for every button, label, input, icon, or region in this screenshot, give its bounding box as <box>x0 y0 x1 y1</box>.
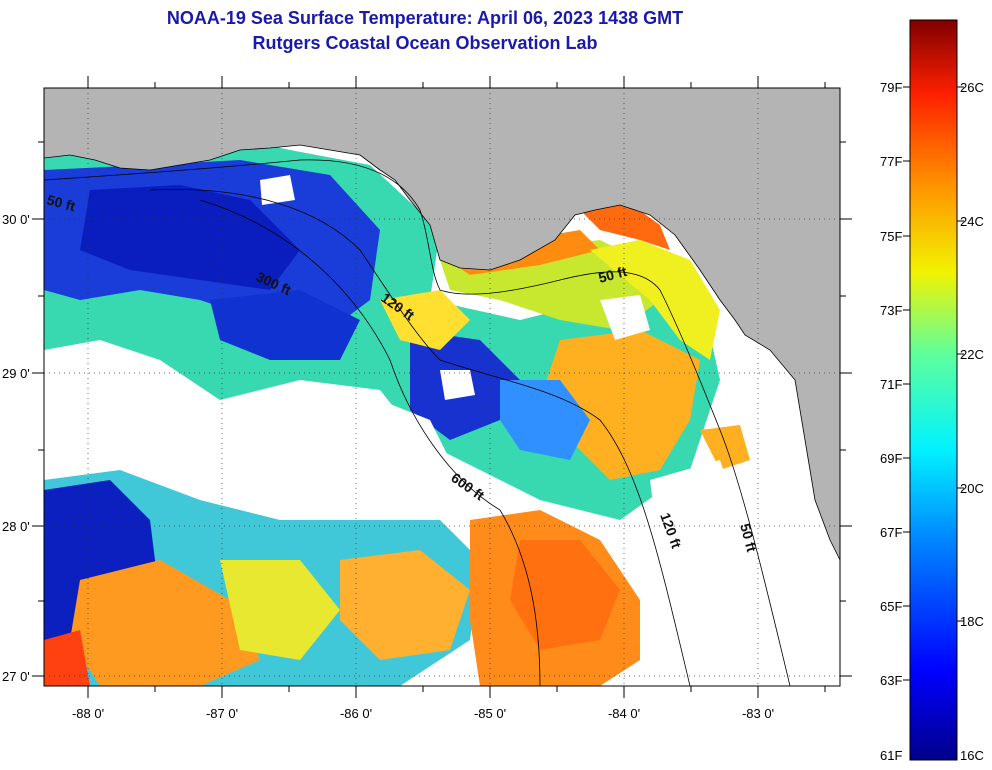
colorbar-f-label: 61F <box>880 748 902 763</box>
lat-label: 27 0' <box>2 669 30 684</box>
lon-label: -87 0' <box>206 706 238 721</box>
colorbar-ticks <box>903 86 964 681</box>
colorbar-f-label: 65F <box>880 599 902 614</box>
contour-label-4: 50 ft <box>597 263 629 286</box>
land-mass <box>44 88 840 561</box>
colorbar-c-label: 26C <box>960 80 984 95</box>
title-line-2: Rutgers Coastal Ocean Observation Lab <box>252 33 598 53</box>
colorbar-c-label: 22C <box>960 347 984 362</box>
map-frame <box>43 87 841 687</box>
lon-label: -85 0' <box>474 706 506 721</box>
colorbar-f-label: 77F <box>880 154 902 169</box>
lon-label: -86 0' <box>340 706 372 721</box>
map-area <box>44 88 840 686</box>
lon-label: -84 0' <box>608 706 640 721</box>
depth-contours <box>43 159 791 687</box>
lon-label: -83 0' <box>742 706 774 721</box>
colorbar <box>909 19 958 761</box>
colorbar-c-label: 24C <box>960 214 984 229</box>
lat-label: 29 0' <box>2 366 30 381</box>
cloud-patches <box>44 175 800 686</box>
lat-label: 30 0' <box>2 212 30 227</box>
lat-label: 28 0' <box>2 519 30 534</box>
contour-label-7: 50 ft <box>737 522 760 554</box>
lon-label: -88 0' <box>72 706 104 721</box>
contour-label-1: 50 ft <box>45 191 77 214</box>
colorbar-c-label: 20C <box>960 481 984 496</box>
colorbar-f-label: 69F <box>880 451 902 466</box>
colorbar-f-label: 79F <box>880 80 902 95</box>
colorbar-f-label: 75F <box>880 229 902 244</box>
colorbar-c-label: 18C <box>960 614 984 629</box>
colorbar-f-label: 67F <box>880 525 902 540</box>
colorbar-f-label: 63F <box>880 673 902 688</box>
colorbar-f-label: 73F <box>880 303 902 318</box>
title-line-1: NOAA-19 Sea Surface Temperature: April 0… <box>166 8 684 28</box>
colorbar-c-label: 16C <box>960 748 984 763</box>
axis-ticks <box>32 76 852 698</box>
colorbar-f-label: 71F <box>880 377 902 392</box>
